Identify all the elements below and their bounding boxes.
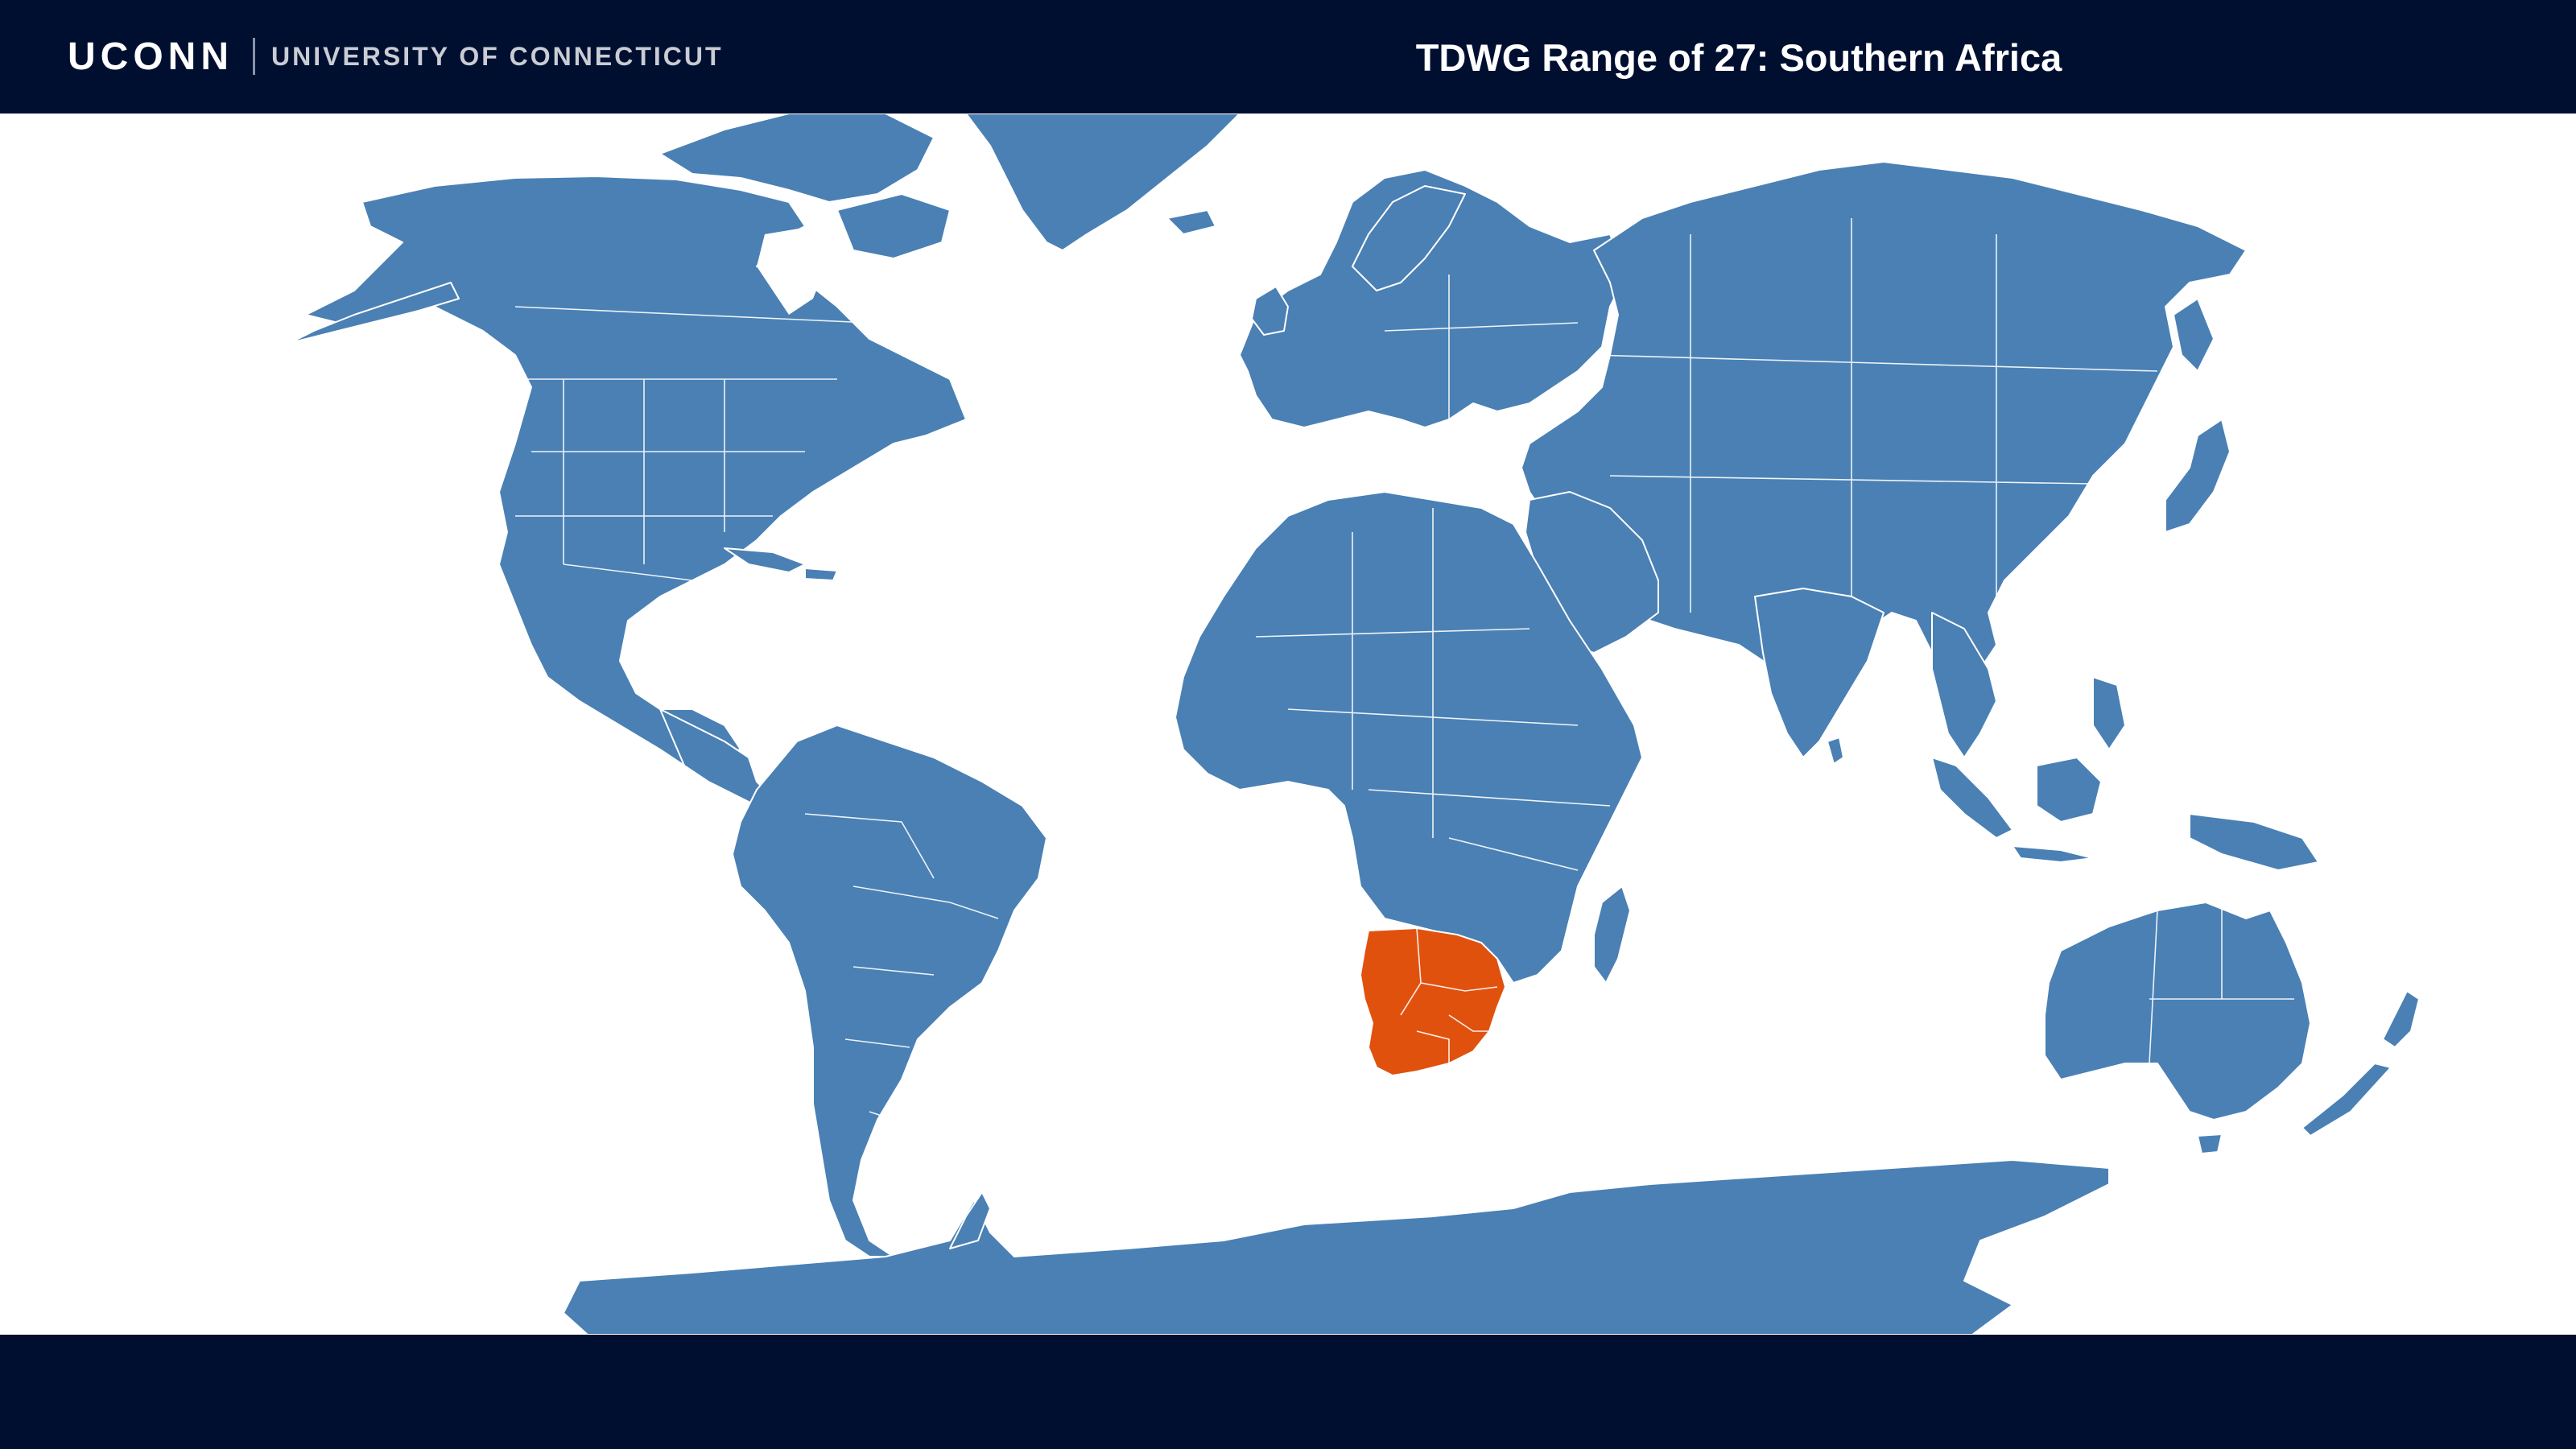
north-america-borders bbox=[514, 306, 870, 581]
antarctica bbox=[563, 1159, 2110, 1335]
british-isles bbox=[1251, 286, 1289, 336]
indochina bbox=[1931, 612, 1997, 758]
sri-lanka bbox=[1827, 737, 1844, 765]
page-title: TDWG Range of 27: Southern Africa bbox=[1415, 36, 2062, 79]
antarctic-peninsula bbox=[949, 1191, 991, 1249]
logo-wordmark: UCONN bbox=[68, 35, 233, 78]
africa-borders bbox=[1255, 508, 1611, 871]
world-map bbox=[0, 114, 2576, 1335]
java bbox=[2012, 845, 2094, 863]
australia-borders bbox=[2149, 902, 2294, 1064]
header-bar: UCONN UNIVERSITY OF CONNECTICUT TDWG Ran… bbox=[0, 0, 2576, 114]
australia bbox=[2044, 902, 2311, 1121]
southern-africa-internal-borders bbox=[1400, 927, 1498, 1063]
south-america bbox=[732, 724, 1047, 1257]
iceland bbox=[1166, 209, 1216, 235]
borneo bbox=[2036, 757, 2102, 823]
eurasia-borders bbox=[1384, 218, 2158, 613]
madagascar bbox=[1593, 886, 1631, 984]
new-guinea bbox=[2189, 813, 2319, 871]
scandinavia bbox=[1352, 185, 1466, 291]
kamchatka bbox=[2173, 298, 2215, 372]
sumatra bbox=[1931, 757, 2013, 839]
philippines bbox=[2092, 676, 2126, 750]
southern-africa-region bbox=[1360, 927, 1506, 1076]
japan bbox=[2165, 419, 2231, 533]
south-america-borders bbox=[804, 813, 999, 1121]
africa bbox=[1174, 491, 1643, 984]
hispaniola bbox=[804, 568, 838, 581]
new-zealand bbox=[2301, 990, 2420, 1137]
tasmania bbox=[2197, 1133, 2223, 1154]
asia bbox=[1521, 161, 2247, 734]
alaska-peninsula bbox=[289, 282, 460, 344]
uconn-logo: UCONN UNIVERSITY OF CONNECTICUT bbox=[68, 32, 724, 80]
canadian-islands bbox=[659, 114, 935, 203]
europe bbox=[1239, 169, 1627, 428]
hudson-bay bbox=[757, 226, 829, 315]
india bbox=[1754, 588, 1885, 758]
baffin-island bbox=[836, 193, 951, 259]
logo-subtitle: UNIVERSITY OF CONNECTICUT bbox=[271, 41, 724, 71]
north-america bbox=[305, 175, 967, 766]
footer-bar bbox=[0, 1335, 2576, 1449]
cuba bbox=[724, 547, 806, 573]
logo-divider bbox=[253, 38, 255, 75]
greenland bbox=[965, 114, 1241, 251]
